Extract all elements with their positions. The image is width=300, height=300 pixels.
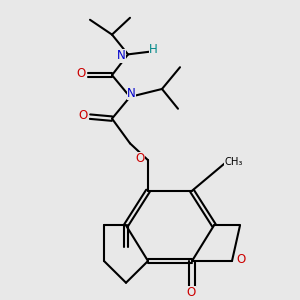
Text: O: O xyxy=(79,109,88,122)
Text: H: H xyxy=(149,44,158,56)
Text: O: O xyxy=(236,253,246,266)
Text: N: N xyxy=(127,87,136,100)
Text: O: O xyxy=(186,286,195,299)
Text: N: N xyxy=(117,50,126,62)
Text: CH₃: CH₃ xyxy=(225,157,243,166)
Text: O: O xyxy=(77,67,86,80)
Text: O: O xyxy=(135,152,144,165)
